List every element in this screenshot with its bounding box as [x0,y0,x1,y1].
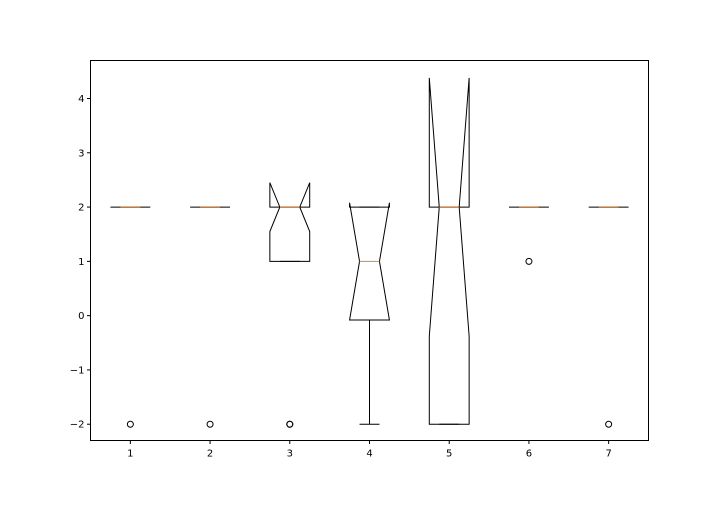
x-tick-label: 7 [605,449,611,460]
box-body [269,182,311,262]
box-group-3 [269,182,311,428]
y-tick-label: 1 [78,257,84,268]
box-group-7 [588,206,629,428]
flier-point [126,420,134,428]
y-tick-label: 0 [78,311,84,322]
flier-point [605,420,613,428]
box-group-4 [348,202,391,425]
box-group-6 [509,206,549,265]
flier-point [525,257,533,265]
box-body [428,77,470,425]
flier-point [286,420,294,428]
x-tick-label: 6 [526,449,532,460]
y-tick-label: 4 [78,94,84,105]
y-tick-label: 3 [78,148,84,159]
y-tick-label: −1 [70,365,85,376]
plot-frame [90,60,649,441]
x-tick-label: 5 [446,449,452,460]
box-group-2 [190,206,230,428]
box-group-1 [110,206,151,428]
x-axis: 1 2 3 4 5 6 7 [127,440,612,460]
x-tick-label: 3 [287,449,293,460]
x-tick-label: 1 [127,449,133,460]
y-axis: −2 −1 0 1 2 3 4 [70,94,91,431]
box-group-5 [428,77,470,425]
boxes-layer [110,77,629,428]
box-body [348,202,391,321]
y-tick-label: −2 [70,420,85,431]
flier-point [206,420,214,428]
x-tick-label: 4 [366,449,372,460]
y-tick-label: 2 [78,203,84,214]
x-tick-label: 2 [207,449,213,460]
